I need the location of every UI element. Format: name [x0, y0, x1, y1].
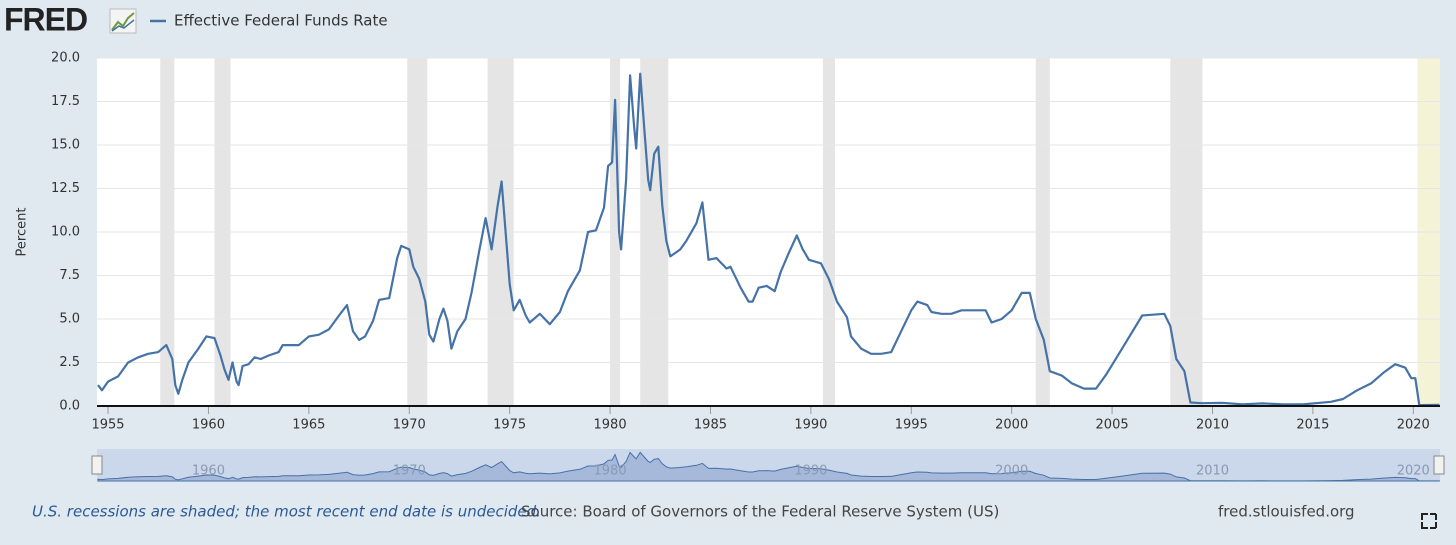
navigator-tick-label: 2000 [995, 464, 1028, 479]
x-tick-label: 1965 [292, 418, 325, 433]
x-tick-label: 1955 [91, 418, 124, 433]
navigator-series [97, 451, 1440, 482]
logo: FRED [4, 1, 87, 37]
y-tick-label: 7.5 [59, 268, 80, 283]
navigator-handle[interactable] [1433, 455, 1445, 475]
site-link[interactable]: fred.stlouisfed.org [1218, 503, 1355, 521]
navigator-tick-label: 2010 [1196, 464, 1229, 479]
x-tick-label: 2000 [995, 418, 1028, 433]
recession-note: U.S. recessions are shaded; the most rec… [32, 503, 541, 521]
y-tick-label: 10.0 [51, 225, 80, 240]
x-tick-label: 1970 [393, 418, 426, 433]
x-tick-label: 1990 [794, 418, 827, 433]
navigator-tick-label: 2020 [1397, 464, 1430, 479]
x-tick-label: 2015 [1296, 418, 1329, 433]
y-axis-label: Percent [15, 208, 30, 257]
y-tick-label: 2.5 [59, 355, 80, 370]
y-tick-label: 15.0 [51, 138, 80, 153]
fullscreen-icon[interactable] [1421, 513, 1437, 529]
series-line [97, 72, 1440, 407]
x-tick-label: 1980 [594, 418, 627, 433]
logo-icon [109, 8, 137, 34]
x-tick-label: 1985 [694, 418, 727, 433]
navigator-handle[interactable] [91, 455, 103, 475]
legend-label[interactable]: Effective Federal Funds Rate [174, 12, 388, 30]
navigator-tick-label: 1980 [594, 464, 627, 479]
y-tick-label: 20.0 [51, 51, 80, 66]
y-tick-label: 17.5 [51, 94, 80, 109]
navigator-tick-label: 1970 [393, 464, 426, 479]
y-tick-label: 5.0 [59, 312, 80, 327]
x-tick-label: 2020 [1397, 418, 1430, 433]
source: Source: Board of Governors of the Federa… [521, 503, 999, 521]
x-tick-label: 2005 [1096, 418, 1129, 433]
x-tick-label: 2010 [1196, 418, 1229, 433]
y-tick-label: 12.5 [51, 181, 80, 196]
x-tick-label: 1975 [493, 418, 526, 433]
x-tick-label: 1960 [192, 418, 225, 433]
navigator-tick-label: 1990 [794, 464, 827, 479]
navigator-tick-label: 1960 [192, 464, 225, 479]
y-tick-label: 0.0 [59, 399, 80, 414]
x-tick-label: 1995 [895, 418, 928, 433]
